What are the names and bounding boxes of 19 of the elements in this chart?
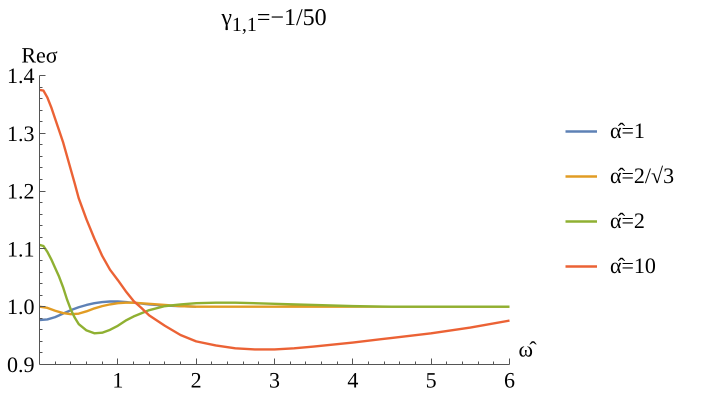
x-tick-label: 2	[190, 368, 202, 392]
x-tick-label: 5	[426, 368, 437, 392]
y-tick-label: 1.0	[7, 294, 34, 320]
y-tick-label: 1.2	[7, 178, 34, 204]
y-tick-label: 1.3	[7, 120, 34, 146]
legend-label: α̂=2	[610, 208, 645, 234]
x-tick-label: 4	[347, 368, 358, 392]
x-tick-label: 6	[504, 368, 515, 392]
legend-label: α̂=1	[610, 118, 645, 144]
x-tick-label: 1	[112, 368, 124, 392]
x-tick-label: 3	[269, 368, 280, 392]
line-series	[40, 88, 511, 351]
y-tick-label: 1.1	[7, 236, 34, 262]
chart-title: γ$_{1,1}$=−1/50	[220, 4, 328, 38]
legend-label: α̂=10	[610, 253, 656, 279]
line-series	[40, 244, 511, 334]
y-tick-label: 0.9	[7, 352, 34, 377]
x-axis-title: ω̂	[518, 336, 537, 362]
legend-label: α̂=2/√3	[610, 163, 674, 189]
